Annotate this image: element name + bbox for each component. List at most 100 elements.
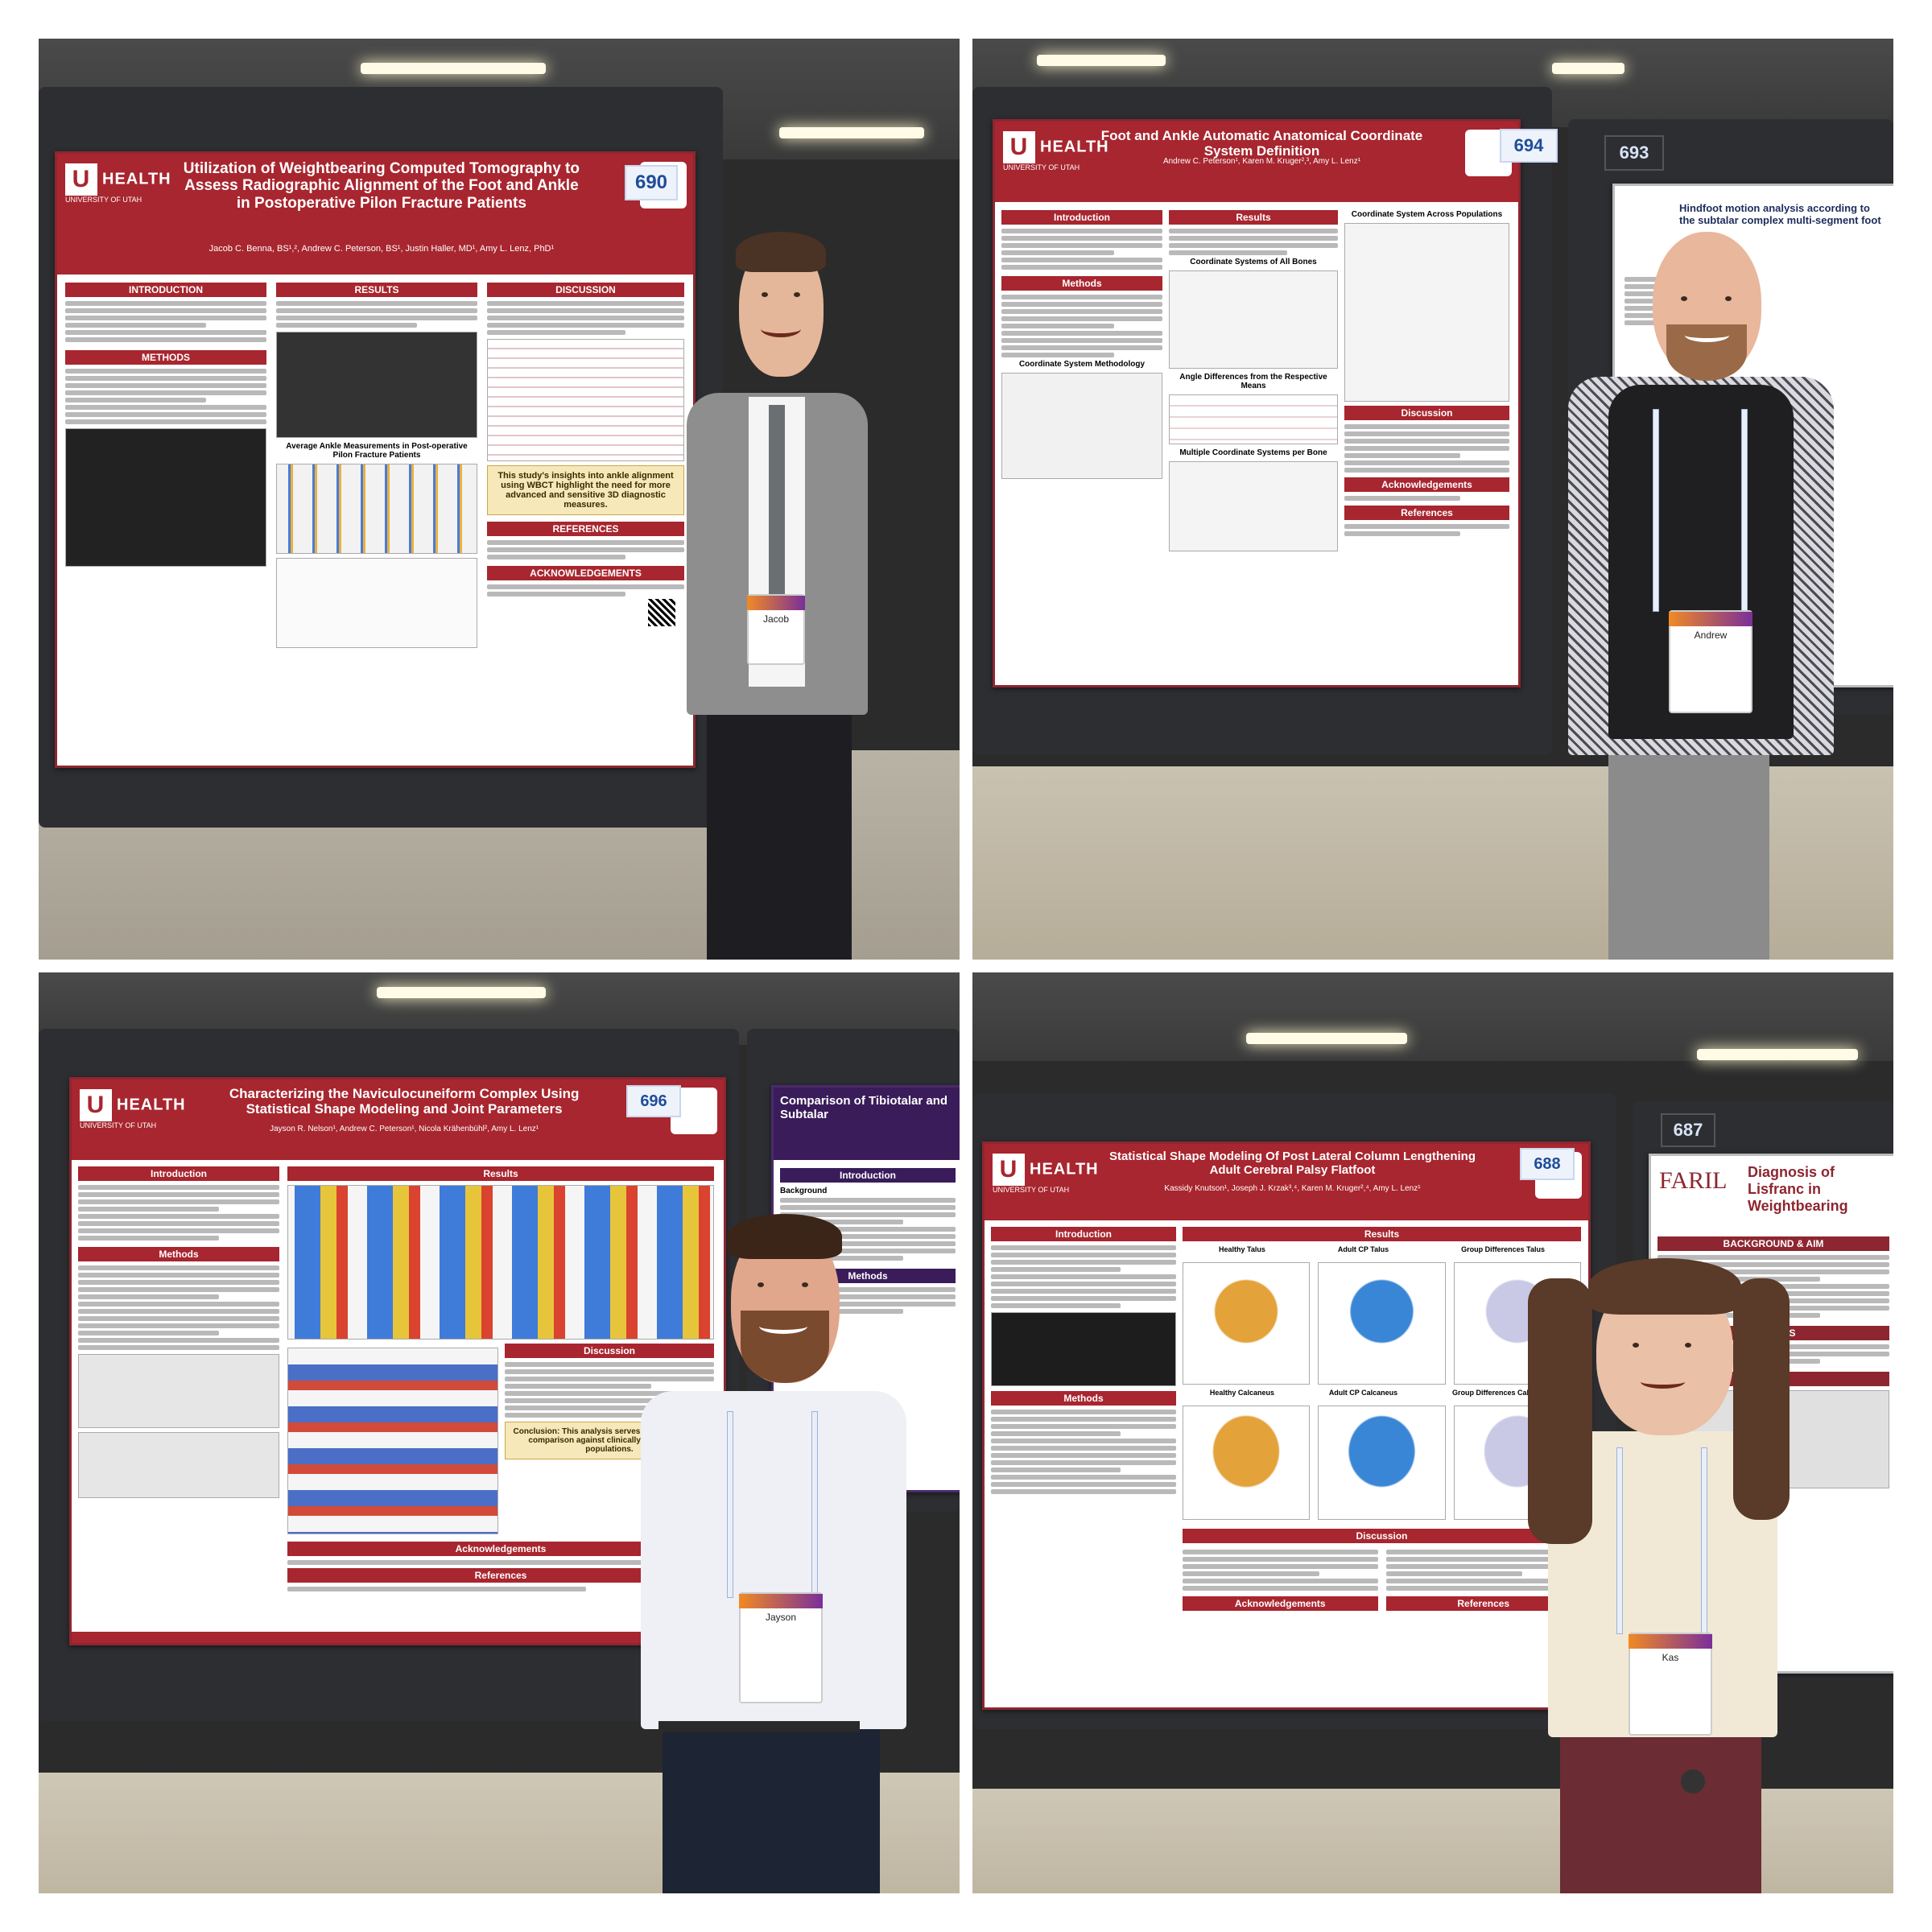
section-heading: Results [1169,210,1338,225]
poster-logo: U HEALTH UNIVERSITY OF UTAH [1003,131,1109,171]
lanyard [1616,1447,1623,1634]
section-heading: Acknowledgements [1183,1596,1378,1611]
poster-title: Statistical Shape Modeling Of Post Later… [1108,1150,1476,1177]
smile [1641,1375,1685,1389]
smile [1685,328,1729,342]
photo-poster-688: FARIL Diagnosis of Lisfranc in Weightbea… [972,972,1893,1893]
side-poster-title: Hindfoot motion analysis according to th… [1679,202,1881,226]
section-heading: References [1385,1596,1581,1611]
ceiling-light [1552,63,1624,74]
section-heading: BACKGROUND & AIM [1657,1236,1889,1251]
necktie [769,405,785,598]
poster-footer [72,1632,724,1643]
wristwatch [1681,1769,1705,1794]
conclusion-box: This study's insights into ankle alignme… [487,465,684,515]
cp-calcaneus-shape [1318,1406,1446,1520]
trousers [1608,723,1769,960]
cp-talus-shape [1318,1262,1446,1385]
poster-number: 696 [626,1085,681,1117]
section-heading: Discussion [1183,1529,1581,1543]
photo-poster-696: Comparison of Tibiotalar and Subtalar In… [39,972,960,1893]
section-heading: Discussion [1344,406,1509,420]
lanyard [1741,409,1748,612]
sub-heading: Group Differences Talus [1461,1245,1545,1253]
poster-authors: Andrew C. Peterson¹, Karen M. Kruger²,³,… [1162,157,1361,166]
section-heading: INTRODUCTION [65,283,266,297]
coordinate-figure [1169,461,1338,551]
section-heading: Introduction [78,1166,279,1181]
section-heading: Results [287,1166,714,1181]
sub-heading: Adult CP Calcaneus [1328,1389,1398,1397]
smile [759,1319,807,1334]
results-table [487,339,684,461]
poster-title: Characterizing the Naviculocuneiform Com… [229,1086,580,1117]
poster-authors: Jacob C. Benna, BS¹,², Andrew C. Peterso… [208,244,555,254]
section-heading: Introduction [1001,210,1162,225]
poster-title: Utilization of Weightbearing Computed To… [183,160,580,212]
ceiling-light [1246,1033,1407,1044]
section-heading: Methods [78,1247,279,1261]
poster-number: 690 [625,165,678,200]
populations-figure [1344,223,1509,402]
section-heading: Methods [1001,276,1162,291]
trousers [1560,1721,1761,1893]
hair [728,1214,842,1259]
angle-table [1169,394,1338,444]
name-badge: Andrew [1669,610,1752,713]
poster-title: Foot and Ankle Automatic Anatomical Coor… [1100,128,1423,159]
photo-poster-694: Hindfoot motion analysis according to th… [972,39,1893,960]
poster-logo: U HEALTH UNIVERSITY OF UTAH [80,1089,186,1129]
section-heading: ACKNOWLEDGEMENTS [487,566,684,580]
photo-poster-690: U HEALTH UNIVERSITY OF UTAH Utilization of… [39,39,960,960]
methodology-figure [1001,373,1162,479]
name-badge: Kas [1629,1633,1712,1736]
sub-heading: Healthy Talus [1219,1245,1265,1253]
ceiling-light [779,127,924,138]
hair [1588,1258,1741,1315]
poster-authors: Kassidy Knutson¹, Joseph J. Krzak³,⁴, Ka… [1164,1184,1421,1193]
lanyard [727,1411,733,1598]
pca-modes-figure [287,1348,498,1534]
section-heading: Methods [991,1391,1176,1406]
poster-header: U HEALTH UNIVERSITY OF UTAH Statistical Sh… [985,1144,1588,1220]
long-hair [1528,1278,1592,1544]
side-poster-logo: FARIL [1659,1167,1728,1194]
side-poster-number: 693 [1604,135,1664,171]
ceiling-light [1037,55,1166,66]
poster-number: 688 [1520,1148,1575,1180]
qr-code [648,599,675,626]
section-heading: Introduction [780,1168,956,1183]
name-badge: Jayson [739,1592,823,1703]
section-heading: DISCUSSION [487,283,684,297]
trousers [707,683,852,960]
side-poster-title: Diagnosis of Lisfranc in Weightbearing [1748,1164,1848,1214]
bone-figure [78,1354,279,1428]
poster-header: U HEALTH UNIVERSITY OF UTAH Foot and Ankle… [995,122,1518,202]
ct-scan-figure [65,428,266,567]
poster: U HEALTH UNIVERSITY OF UTAH Foot and Ankle… [993,119,1521,687]
section-heading: REFERENCES [487,522,684,536]
sub-heading: Multiple Coordinate Systems per Bone [1179,448,1327,457]
xray-figure [276,332,477,438]
ceiling-light [361,63,546,74]
section-heading: METHODS [65,350,266,365]
hair [736,232,826,272]
poster-logo: U HEALTH UNIVERSITY OF UTAH [65,163,171,204]
poster: U HEALTH UNIVERSITY OF UTAH Utilization of… [55,151,696,768]
sub-heading: Angle Differences from the Respective Me… [1179,373,1327,390]
sub-heading: Coordinate Systems of All Bones [1190,258,1317,266]
data-table [276,558,477,648]
section-heading: Acknowledgements [287,1542,714,1556]
bone-figure [78,1432,279,1498]
side-poster-number: 687 [1661,1113,1715,1147]
sub-heading: Healthy Calcaneus [1209,1389,1274,1397]
healthy-talus-shape [1183,1262,1311,1385]
ceiling-light [1697,1049,1858,1060]
sub-heading: Coordinate System Across Populations [1351,210,1503,219]
sub-heading: Background [780,1187,828,1195]
ceiling [972,972,1893,1061]
side-poster-title: Comparison of Tibiotalar and Subtalar [780,1094,948,1121]
sub-heading: Adult CP Talus [1337,1245,1389,1253]
poster-header: U HEALTH UNIVERSITY OF UTAH Characterizing… [72,1080,724,1160]
ceiling-light [377,987,546,998]
